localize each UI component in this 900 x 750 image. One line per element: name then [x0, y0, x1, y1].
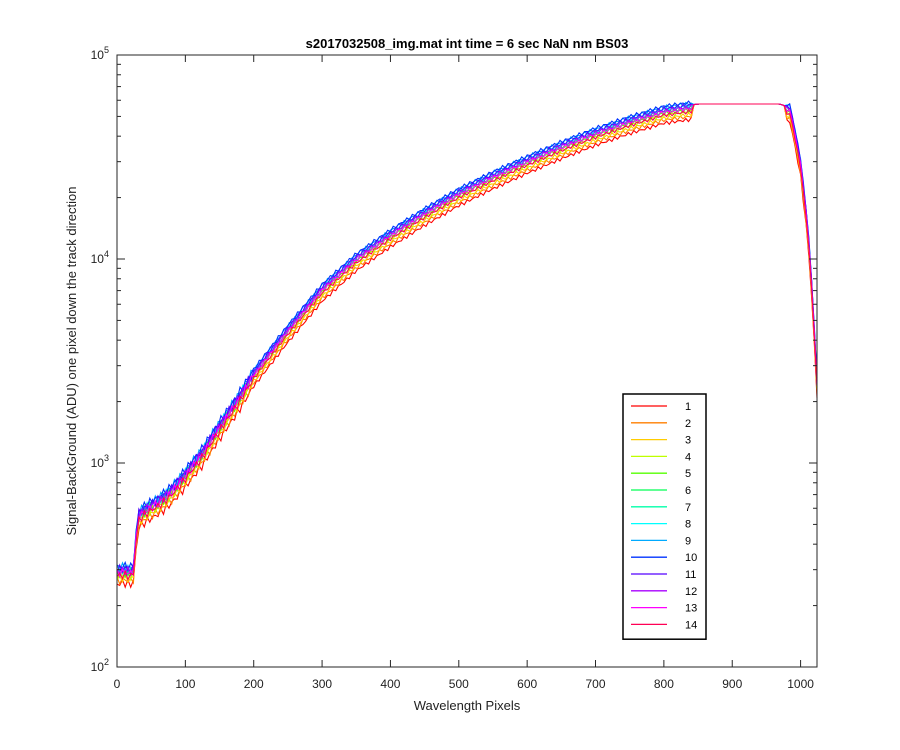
legend-label-14: 14 [685, 619, 697, 631]
legend-label-9: 9 [685, 535, 691, 547]
plot-background [117, 55, 817, 667]
x-tick-label: 1000 [787, 677, 814, 691]
x-tick-label: 500 [449, 677, 469, 691]
legend-label-10: 10 [685, 552, 697, 564]
legend-label-5: 5 [685, 468, 691, 480]
legend-label-7: 7 [685, 502, 691, 514]
legend-label-11: 11 [685, 569, 696, 581]
x-tick-label: 0 [114, 677, 121, 691]
axes-group: 0 100 200 300 400 500 600 700 800 900 100010210310… [91, 45, 818, 691]
plot-area [117, 55, 817, 667]
y-tick-label: 102 [91, 657, 109, 674]
chart-title: s2017032508_img.mat int time = 6 sec NaN… [306, 36, 629, 51]
y-tick-label: 105 [91, 45, 109, 62]
plot-frame [116, 54, 818, 668]
y-axis-label: Signal-BackGround (ADU) one pixel down t… [64, 186, 79, 535]
legend-label-1: 1 [685, 401, 691, 413]
legend-label-4: 4 [685, 451, 691, 463]
legend-label-12: 12 [685, 586, 697, 598]
legend-label-8: 8 [685, 519, 691, 531]
y-tick-label: 104 [91, 249, 109, 266]
series-line-14 [116, 103, 818, 582]
legend-label-3: 3 [685, 435, 691, 447]
x-tick-label: 600 [517, 677, 537, 691]
x-tick-label: 700 [586, 677, 606, 691]
x-axis-label: Wavelength Pixels [414, 698, 521, 713]
legend-label-6: 6 [685, 485, 691, 497]
x-tick-label: 300 [312, 677, 332, 691]
x-tick-label: 100 [175, 677, 195, 691]
legend-label-2: 2 [685, 418, 691, 430]
y-tick-label: 103 [91, 453, 109, 470]
series-group [116, 100, 818, 589]
x-tick-label: 400 [380, 677, 400, 691]
legend-box [622, 393, 707, 640]
x-tick-label: 900 [722, 677, 742, 691]
x-tick-label: 200 [244, 677, 264, 691]
x-tick-label: 800 [654, 677, 674, 691]
legend-label-13: 13 [685, 603, 697, 615]
